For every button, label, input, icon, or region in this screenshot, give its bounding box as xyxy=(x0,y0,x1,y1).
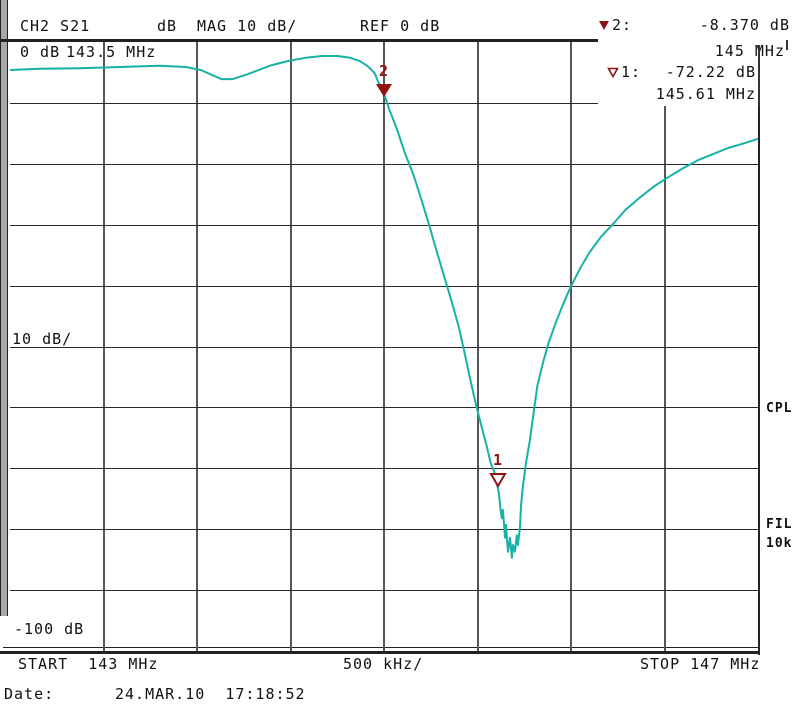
marker-readout-box: 2: -8.370 dB 145 MHz 1: -72.22 dB 145.61… xyxy=(598,10,790,106)
marker1-label: 1 xyxy=(493,451,503,469)
vertical-gridline xyxy=(476,42,479,651)
marker2-readout-row: 2: -8.370 dB xyxy=(598,17,790,33)
horizontal-gridline xyxy=(10,224,758,226)
vertical-gridline xyxy=(383,42,385,651)
plot-frame-bottom-inner xyxy=(3,647,760,648)
marker1-readout-row: 1: -72.22 dB xyxy=(598,64,790,80)
scale-per-div-label: 10 dB/ xyxy=(12,330,73,348)
bottom-level-label: -100 dB xyxy=(14,620,85,638)
cpl-label: CPL xyxy=(766,401,793,416)
stop-freq-label: STOP 147 MHz xyxy=(640,655,761,673)
horizontal-gridline xyxy=(10,285,758,287)
vertical-gridline xyxy=(196,42,198,651)
start-freq-label: START 143 MHz xyxy=(18,655,159,673)
unit-label: dB xyxy=(157,17,178,35)
marker1-readout-id: 1: xyxy=(607,64,641,80)
fil-value-label: 10k xyxy=(766,536,793,551)
date-value: 24.MAR.10 17:18:52 xyxy=(115,685,306,703)
marker1-readout-value: -72.22 dB xyxy=(665,63,756,81)
horizontal-gridline xyxy=(10,590,758,592)
grid-right-border-segment xyxy=(758,45,760,106)
plot-frame-right xyxy=(758,39,760,655)
marker1-symbol-hollow-triangle xyxy=(489,473,507,488)
marker2-label: 2 xyxy=(379,62,389,80)
horizontal-gridline xyxy=(10,468,758,470)
date-label: Date: xyxy=(4,685,55,703)
vertical-gridline xyxy=(570,42,572,651)
marker2-filled-triangle-icon xyxy=(599,21,609,30)
ref-label: REF 0 dB xyxy=(360,17,441,35)
vertical-gridline xyxy=(663,42,666,651)
plot-frame-bottom-outer xyxy=(0,651,760,654)
marker1-hollow-triangle-icon xyxy=(607,67,619,78)
channel-label: CH2 S21 xyxy=(20,17,91,35)
horizontal-gridline xyxy=(10,407,758,409)
vertical-gridline xyxy=(289,42,292,651)
marker1-readout-freq: 145.61 MHz xyxy=(655,85,756,103)
span-per-div-label: 500 kHz/ xyxy=(343,655,424,673)
top-level-label: 0 dB xyxy=(20,43,61,61)
marker2-readout-id: 2: xyxy=(598,17,632,33)
plot-frame-left xyxy=(0,0,8,616)
vertical-gridline xyxy=(102,42,105,651)
horizontal-gridline xyxy=(10,346,758,348)
format-label: MAG 10 dB/ xyxy=(197,17,298,35)
readout-box-edge-tick xyxy=(786,40,788,50)
top-freq-label: 143.5 MHz xyxy=(66,43,157,61)
horizontal-gridline xyxy=(10,163,758,165)
marker2-readout-freq: 145 MHz xyxy=(714,42,785,60)
fil-label: FIL xyxy=(766,517,793,532)
marker2-symbol-filled-triangle xyxy=(376,84,392,97)
s21-trace xyxy=(9,55,759,559)
plot-frame-top xyxy=(0,39,760,42)
marker2-readout-value: -8.370 dB xyxy=(699,16,790,34)
horizontal-gridline xyxy=(10,529,758,531)
